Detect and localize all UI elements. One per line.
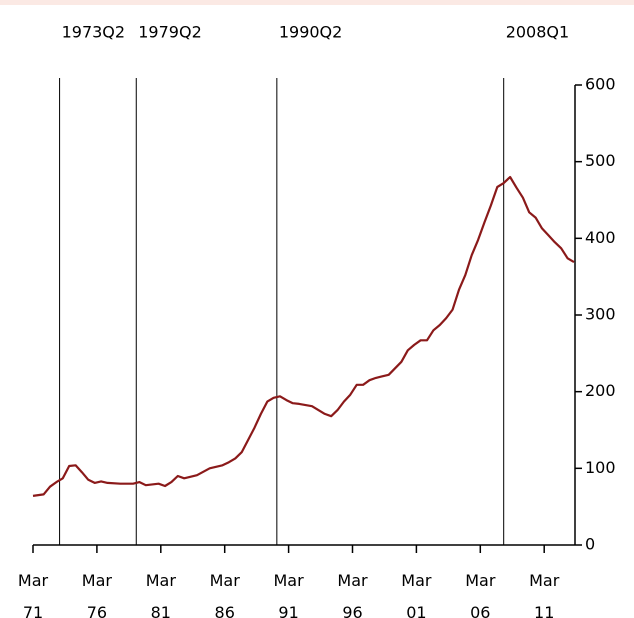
x-tick-label: Mar 96	[337, 571, 368, 618]
x-tick-label: Mar 71	[18, 571, 49, 618]
x-tick-label-line: Mar	[82, 571, 113, 590]
x-tick-label-line: Mar	[529, 571, 560, 590]
x-tick-label-line: 11	[534, 603, 554, 618]
x-tick-label-line: 76	[87, 603, 107, 618]
x-tick-label-line: Mar	[401, 571, 432, 590]
y-tick-label: 400	[585, 228, 616, 247]
y-tick-label: 0	[585, 535, 595, 554]
x-tick-label: Mar 76	[82, 571, 113, 618]
x-tick-label: Mar 91	[274, 571, 305, 618]
x-tick-label-line: 01	[406, 603, 426, 618]
data-line	[32, 175, 575, 497]
x-tick-label-line: 06	[470, 603, 490, 618]
y-tick-label: 300	[585, 305, 616, 324]
top-band	[0, 0, 634, 5]
x-tick-label-line: Mar	[465, 571, 496, 590]
event-label: 1973Q2	[62, 23, 126, 42]
x-tick-label-line: 86	[215, 603, 235, 618]
y-tick-label: 100	[585, 458, 616, 477]
x-tick-label: Mar 86	[210, 571, 241, 618]
x-tick-label-line: 91	[278, 603, 298, 618]
x-tick-label: Mar 81	[146, 571, 177, 618]
x-tick-label-line: 96	[342, 603, 362, 618]
x-tick-label: Mar 06	[465, 571, 496, 618]
event-label: 1979Q2	[138, 23, 202, 42]
y-tick-label: 200	[585, 381, 616, 400]
event-label: 1990Q2	[279, 23, 343, 42]
event-label: 2008Q1	[506, 23, 570, 42]
x-tick-label: Mar 01	[401, 571, 432, 618]
x-tick-label-line: Mar	[274, 571, 305, 590]
x-tick-label-line: Mar	[337, 571, 368, 590]
x-tick-label-line: Mar	[18, 571, 49, 590]
x-tick-label-line: 71	[23, 603, 43, 618]
x-tick-label-line: Mar	[210, 571, 241, 590]
x-tick-label: Mar 11	[529, 571, 560, 618]
y-tick-label: 500	[585, 151, 616, 170]
x-tick-label-line: Mar	[146, 571, 177, 590]
y-tick-label: 600	[585, 75, 616, 94]
x-tick-label-line: 81	[151, 603, 171, 618]
